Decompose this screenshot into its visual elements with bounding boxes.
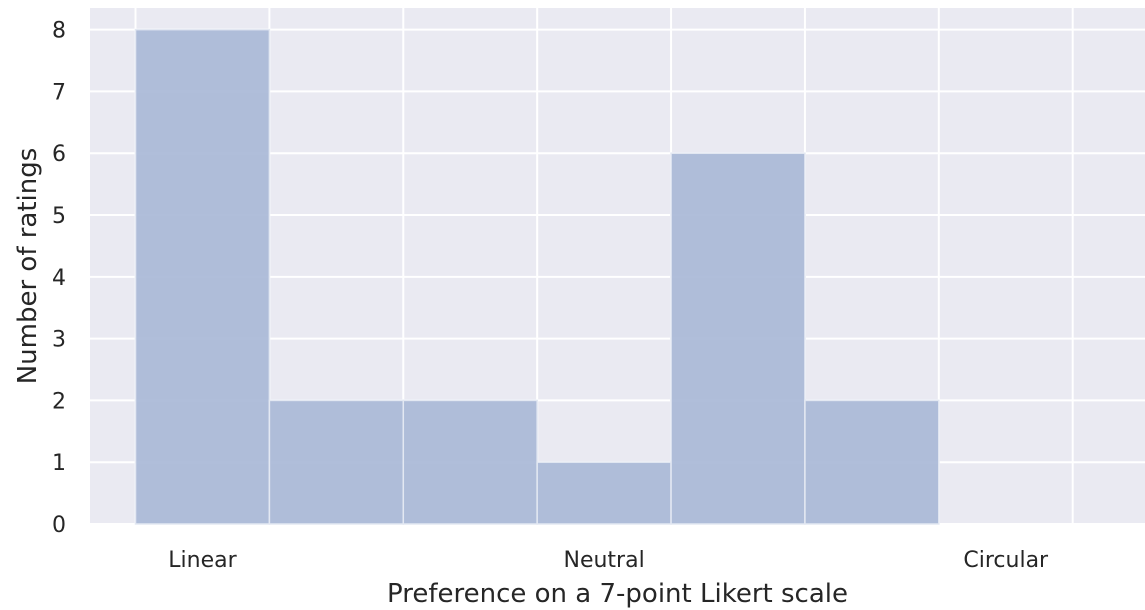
y-axis-label: Number of ratings	[13, 148, 43, 385]
histogram-bar	[670, 152, 806, 525]
x-tick-label: Neutral	[564, 548, 645, 573]
histogram-bar	[268, 399, 405, 525]
x-tick-label: Linear	[168, 548, 237, 573]
x-tick-label: Circular	[963, 548, 1049, 573]
histogram-bar	[804, 399, 940, 525]
y-tick-label: 5	[52, 204, 66, 229]
histogram-bar	[536, 461, 672, 525]
x-tick-labels: Linear Neutral Circular	[168, 548, 1049, 573]
bars	[134, 28, 940, 525]
y-tick-label: 7	[52, 80, 66, 105]
x-axis-label: Preference on a 7-point Likert scale	[387, 579, 848, 609]
y-tick-label: 2	[52, 389, 66, 414]
histogram-bar	[402, 399, 538, 525]
y-tick-label: 3	[52, 328, 66, 353]
y-tick-label: 8	[52, 19, 66, 44]
y-tick-labels: 0 1 2 3 4 5 6 7 8	[52, 19, 66, 538]
y-tick-label: 1	[52, 451, 66, 476]
y-tick-label: 6	[52, 142, 66, 167]
y-tick-label: 4	[52, 266, 66, 291]
y-tick-label: 0	[52, 513, 66, 538]
histogram-bar	[134, 28, 271, 525]
